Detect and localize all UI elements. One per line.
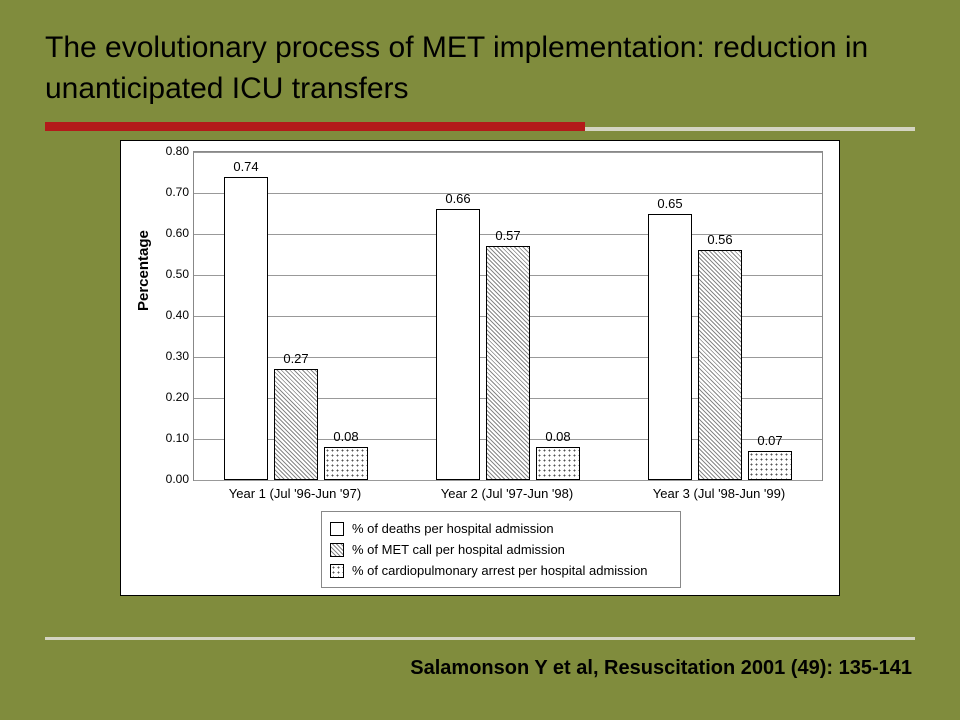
bar xyxy=(536,447,580,480)
bar xyxy=(698,250,742,480)
bar xyxy=(748,451,792,480)
bar xyxy=(436,209,480,480)
chart-container: Percentage 0.740.270.080.660.570.080.650… xyxy=(120,140,840,596)
y-axis-label: Percentage xyxy=(135,230,152,311)
legend-label: % of cardiopulmonary arrest per hospital… xyxy=(352,563,648,578)
chart-legend: % of deaths per hospital admission % of M… xyxy=(321,511,681,588)
bar-value-label: 0.65 xyxy=(648,196,692,211)
bar-value-label: 0.08 xyxy=(536,429,580,444)
grid-line xyxy=(194,193,822,194)
bar xyxy=(274,369,318,480)
x-category-label: Year 3 (Jul '98-Jun '99) xyxy=(629,486,809,501)
bar-value-label: 0.66 xyxy=(436,191,480,206)
legend-row: % of deaths per hospital admission xyxy=(330,518,672,539)
citation-text: Salamonson Y et al, Resuscitation 2001 (… xyxy=(410,657,912,680)
divider-bottom xyxy=(45,637,915,640)
legend-row: % of cardiopulmonary arrest per hospital… xyxy=(330,560,672,581)
chart-plot-area: 0.74 0.27 0.08 0.66 0.57 0.08 0.65 0.56 0.07 xyxy=(193,151,823,481)
bar xyxy=(324,447,368,480)
y-tick-label: 0.10 xyxy=(151,431,189,445)
bar xyxy=(224,177,268,480)
x-category-label: Year 2 (Jul '97-Jun '98) xyxy=(417,486,597,501)
accent-bar xyxy=(45,122,585,131)
x-category-label: Year 1 (Jul '96-Jun '97) xyxy=(205,486,385,501)
legend-swatch xyxy=(330,564,344,578)
bar xyxy=(648,214,692,481)
y-tick-label: 0.00 xyxy=(151,472,189,486)
legend-label: % of MET call per hospital admission xyxy=(352,542,565,557)
bar-value-label: 0.74 xyxy=(224,159,268,174)
bar-value-label: 0.56 xyxy=(698,232,742,247)
bar-value-label: 0.08 xyxy=(324,429,368,444)
grid-line xyxy=(194,480,822,481)
legend-row: % of MET call per hospital admission xyxy=(330,539,672,560)
y-tick-label: 0.70 xyxy=(151,185,189,199)
legend-swatch xyxy=(330,522,344,536)
bar-value-label: 0.27 xyxy=(274,351,318,366)
divider-top xyxy=(585,127,915,131)
y-tick-label: 0.40 xyxy=(151,308,189,322)
y-tick-label: 0.60 xyxy=(151,226,189,240)
grid-line xyxy=(194,152,822,153)
slide-title: The evolutionary process of MET implemen… xyxy=(45,28,915,109)
legend-swatch xyxy=(330,543,344,557)
legend-label: % of deaths per hospital admission xyxy=(352,521,554,536)
y-tick-label: 0.20 xyxy=(151,390,189,404)
y-tick-label: 0.80 xyxy=(151,144,189,158)
bar xyxy=(486,246,530,480)
y-tick-label: 0.50 xyxy=(151,267,189,281)
bar-value-label: 0.07 xyxy=(748,433,792,448)
bar-value-label: 0.57 xyxy=(486,228,530,243)
y-tick-label: 0.30 xyxy=(151,349,189,363)
